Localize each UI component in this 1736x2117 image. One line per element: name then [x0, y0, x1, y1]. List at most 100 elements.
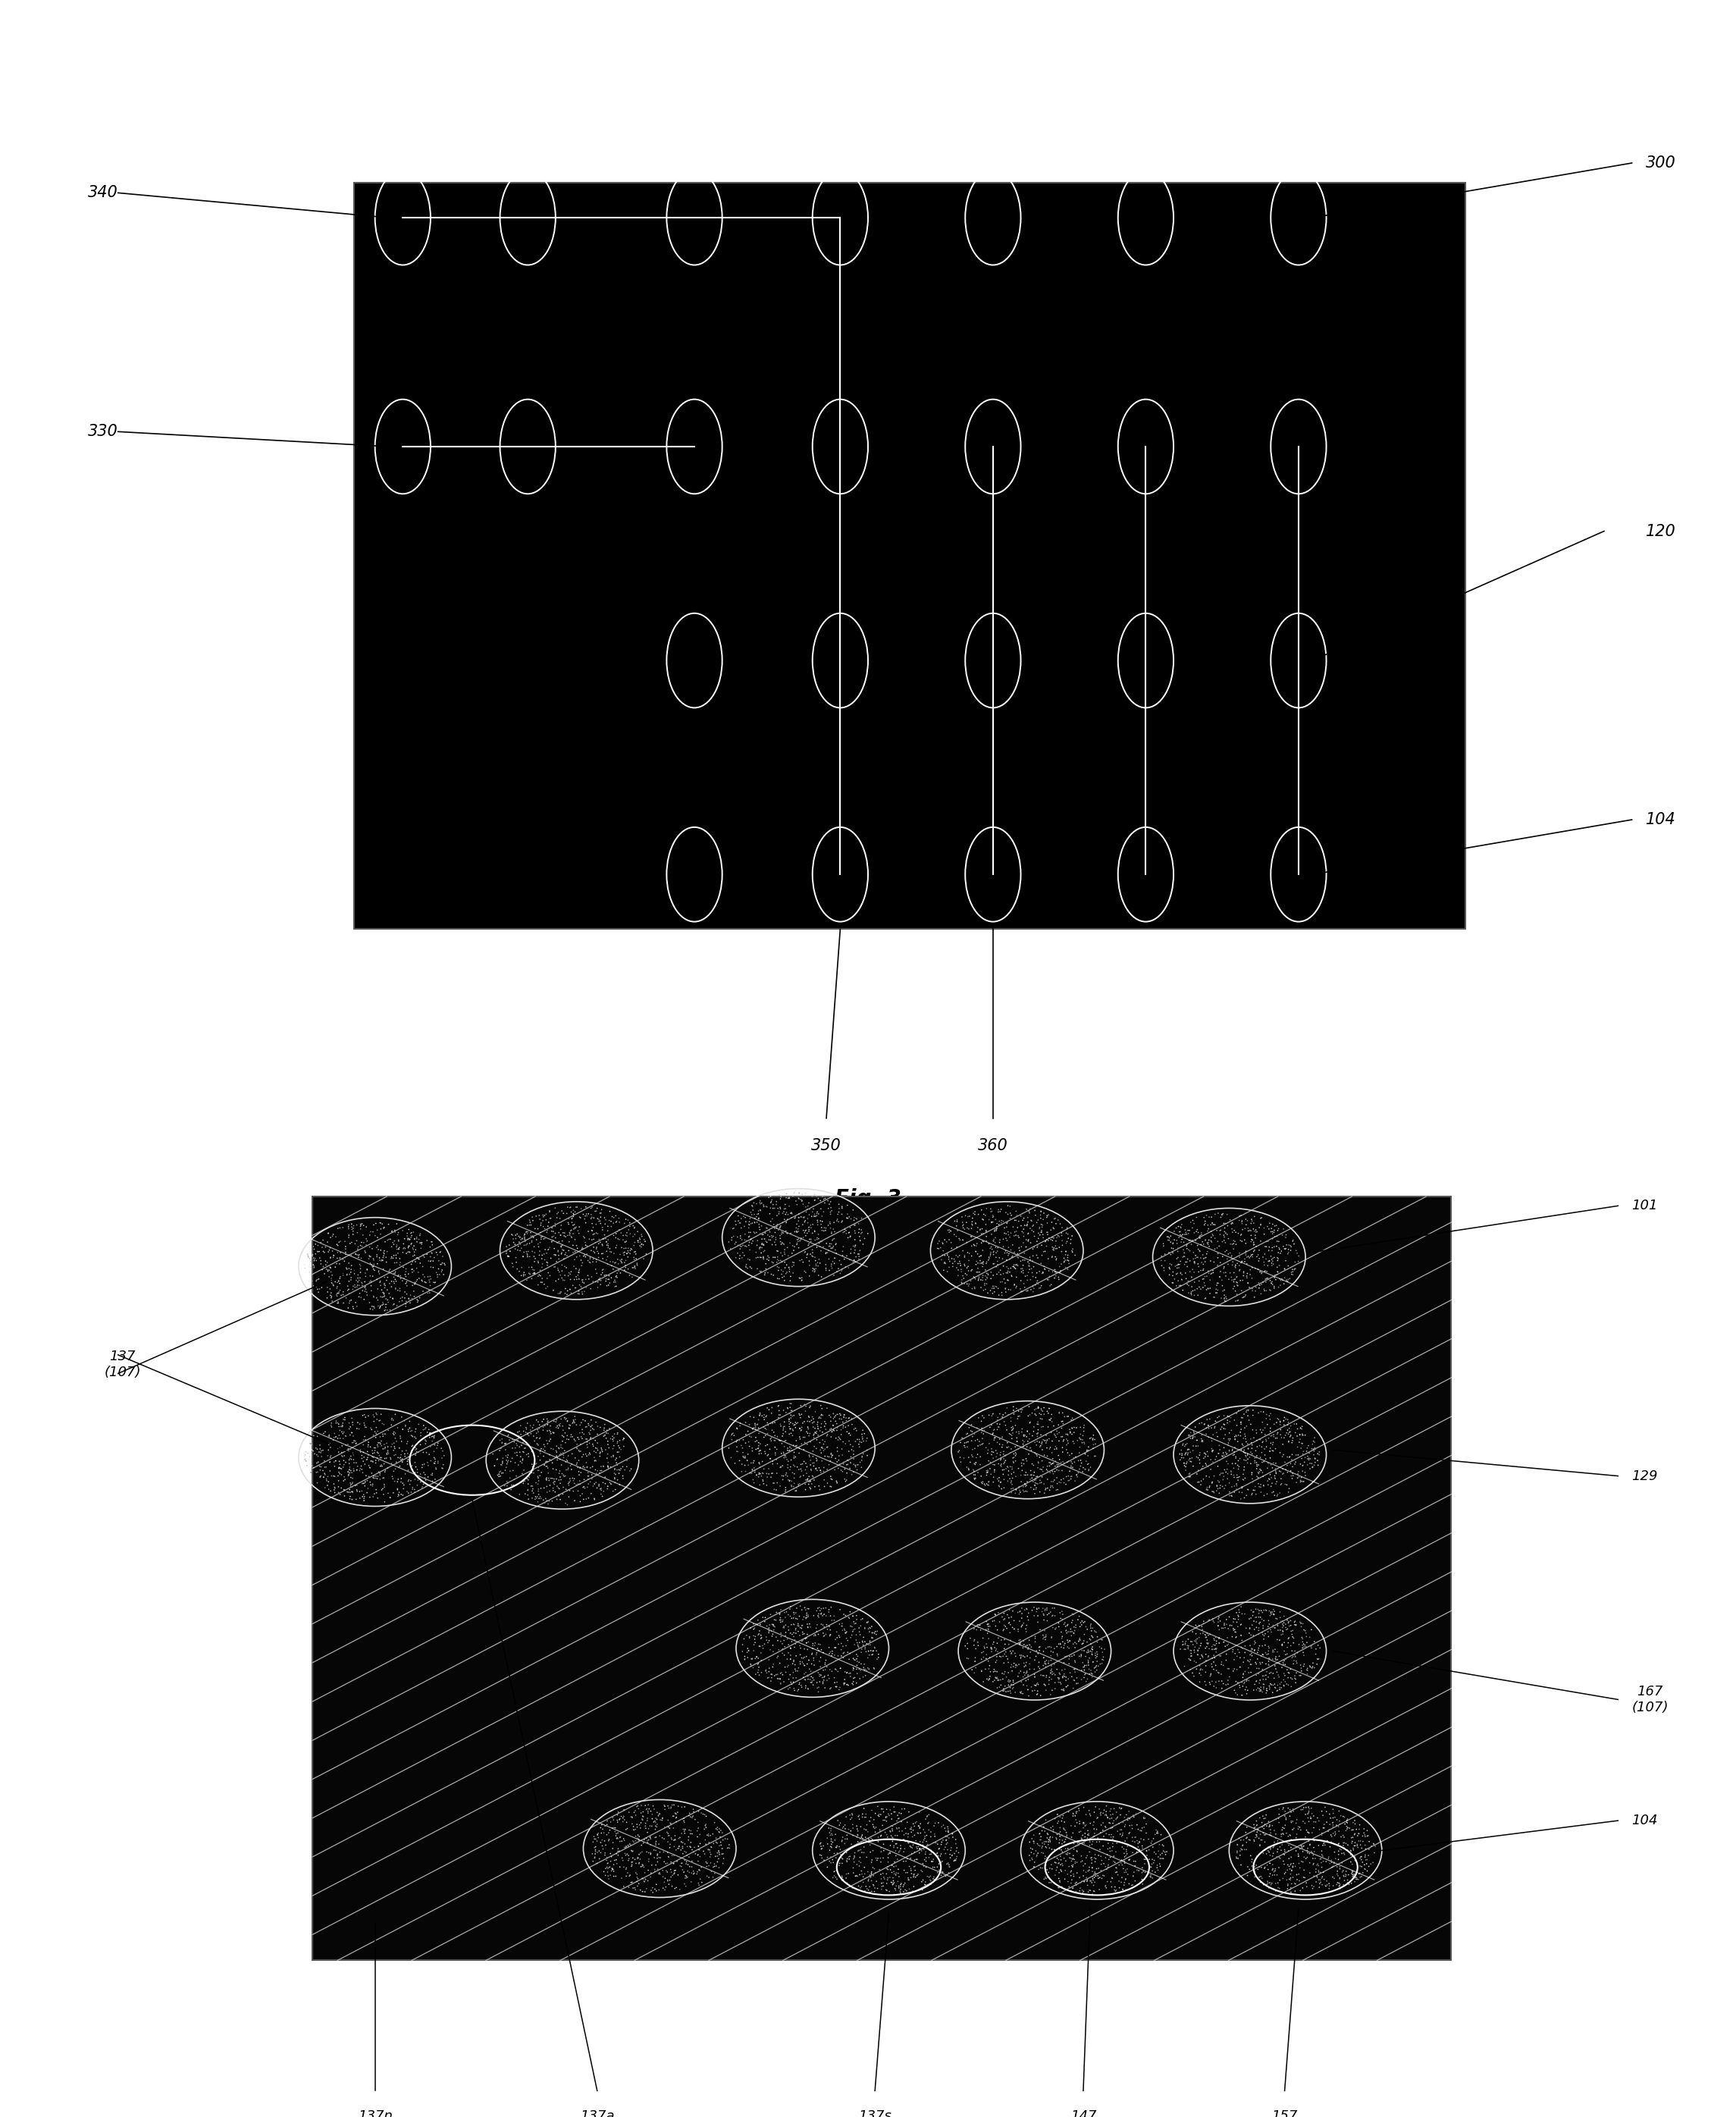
- Point: [359, 1243, 387, 1277]
- Text: 330: 330: [89, 423, 118, 438]
- Point: [1224, 1461, 1252, 1495]
- Point: [1193, 1615, 1220, 1649]
- Point: [1021, 1626, 1049, 1660]
- Point: [654, 1835, 682, 1869]
- Point: [859, 1804, 887, 1838]
- Point: [1156, 1251, 1184, 1285]
- Point: [295, 1241, 323, 1274]
- Point: [613, 1829, 641, 1863]
- Point: [977, 1262, 1005, 1296]
- Point: [556, 1190, 583, 1224]
- Point: [979, 1655, 1007, 1689]
- Point: [1017, 1262, 1045, 1296]
- Point: [1078, 1861, 1106, 1895]
- Point: [340, 1446, 368, 1480]
- Point: [1064, 1456, 1092, 1490]
- Point: [845, 1611, 873, 1645]
- Point: [981, 1452, 1009, 1486]
- Point: [342, 1427, 370, 1461]
- Point: [800, 1643, 828, 1677]
- Point: [1193, 1226, 1220, 1260]
- Point: [1029, 1467, 1057, 1501]
- Point: [380, 1431, 408, 1465]
- Point: [628, 1799, 656, 1833]
- Point: [1304, 1444, 1332, 1478]
- Point: [795, 1198, 823, 1232]
- Point: [1033, 1198, 1061, 1232]
- Point: [1128, 1831, 1156, 1865]
- Point: [352, 1222, 380, 1255]
- Point: [380, 1213, 408, 1247]
- Point: [849, 1620, 877, 1653]
- Point: [880, 1791, 908, 1825]
- Point: [847, 1213, 875, 1247]
- Point: [521, 1482, 549, 1516]
- Point: [529, 1236, 557, 1270]
- Point: [1234, 1266, 1262, 1300]
- Point: [1200, 1603, 1227, 1636]
- Point: [786, 1459, 814, 1492]
- Point: [561, 1213, 589, 1247]
- Point: [398, 1463, 425, 1497]
- Point: [609, 1793, 637, 1827]
- Point: [517, 1251, 545, 1285]
- Point: [783, 1675, 811, 1708]
- Point: [1198, 1664, 1226, 1698]
- Point: [359, 1459, 387, 1492]
- Point: [868, 1869, 896, 1903]
- Point: [668, 1850, 696, 1884]
- Point: [736, 1418, 764, 1452]
- Point: [807, 1607, 835, 1641]
- Point: [1208, 1440, 1236, 1473]
- Point: [882, 1840, 910, 1874]
- Point: [406, 1465, 434, 1499]
- Point: [1187, 1465, 1215, 1499]
- Point: [1017, 1251, 1045, 1285]
- Point: [882, 1874, 910, 1907]
- Point: [845, 1840, 873, 1874]
- Point: [821, 1630, 849, 1664]
- Point: [325, 1211, 352, 1245]
- Point: [672, 1812, 700, 1846]
- Point: [1016, 1249, 1043, 1283]
- Point: [564, 1274, 592, 1308]
- Point: [1049, 1827, 1076, 1861]
- Point: [1092, 1816, 1120, 1850]
- Point: [1005, 1222, 1033, 1255]
- Point: [366, 1264, 394, 1298]
- Point: [637, 1835, 665, 1869]
- Point: [960, 1461, 988, 1495]
- Point: [625, 1867, 653, 1901]
- Point: [1054, 1626, 1082, 1660]
- Point: [1229, 1421, 1257, 1454]
- Point: [1047, 1658, 1075, 1691]
- Point: [891, 1791, 918, 1825]
- Point: [302, 1446, 330, 1480]
- Point: [797, 1471, 825, 1505]
- Point: [1290, 1446, 1318, 1480]
- Point: [988, 1205, 1016, 1238]
- Point: [1073, 1433, 1101, 1467]
- Point: [995, 1605, 1023, 1639]
- Point: [745, 1456, 773, 1490]
- Point: [576, 1427, 604, 1461]
- Point: [1186, 1222, 1213, 1255]
- Point: [1059, 1401, 1087, 1435]
- Point: [767, 1655, 795, 1689]
- Point: [1245, 1448, 1272, 1482]
- Point: [319, 1421, 347, 1454]
- Point: [1229, 1823, 1257, 1857]
- Point: [969, 1467, 996, 1501]
- Point: [767, 1408, 795, 1442]
- Point: [1000, 1664, 1028, 1698]
- Point: [531, 1268, 559, 1302]
- Point: [819, 1825, 847, 1859]
- Point: [1024, 1636, 1052, 1670]
- Point: [526, 1234, 554, 1268]
- Point: [575, 1408, 602, 1442]
- Point: [1082, 1842, 1109, 1876]
- Point: [1177, 1643, 1205, 1677]
- Point: [1215, 1651, 1243, 1685]
- Point: [576, 1192, 604, 1226]
- Point: [746, 1448, 774, 1482]
